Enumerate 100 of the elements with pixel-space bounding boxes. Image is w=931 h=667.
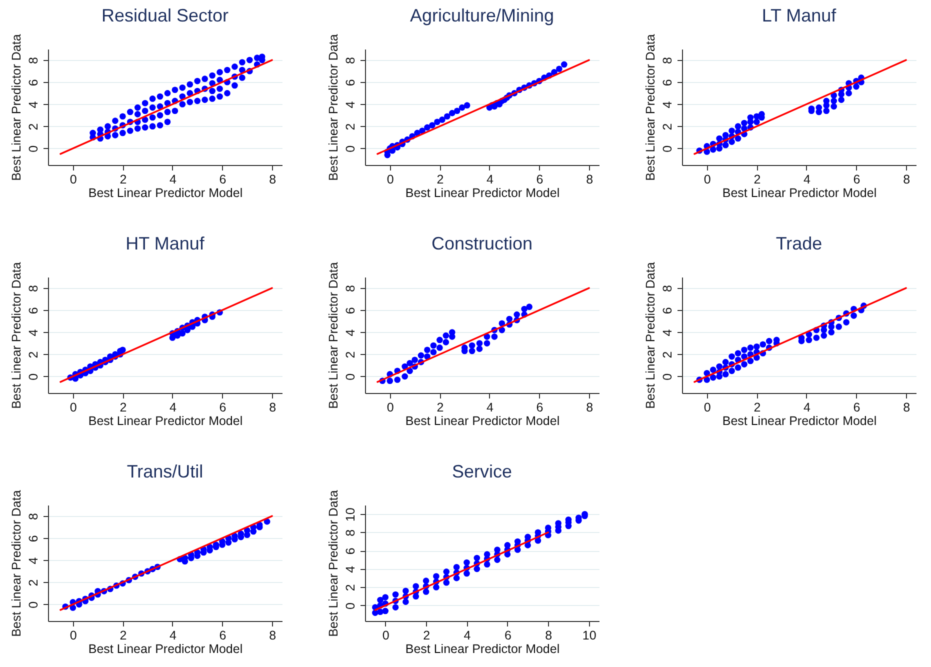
x-axis-title: Best Linear Predictor Model: [88, 414, 243, 428]
chart-title: Construction: [431, 234, 533, 254]
x-tick-label: 6: [536, 172, 544, 186]
point: [728, 353, 735, 360]
point: [556, 66, 562, 72]
y-tick-label: 0: [344, 145, 358, 152]
point: [754, 118, 760, 126]
point: [179, 330, 186, 336]
x-tick-label: 0: [386, 172, 394, 186]
point: [476, 340, 483, 346]
y-tick-label: 4: [26, 101, 40, 108]
x-tick-label: 6: [853, 400, 860, 414]
y-tick-label: 2: [26, 579, 40, 586]
point: [491, 334, 498, 340]
point: [823, 98, 830, 104]
point: [747, 358, 754, 364]
x-tick-label: 0: [386, 400, 394, 414]
y-tick-label: 6: [660, 307, 674, 314]
y-tick-label: 6: [26, 307, 40, 314]
point: [830, 98, 838, 104]
point: [741, 120, 748, 126]
x-tick-label: 6: [853, 172, 860, 186]
point: [436, 344, 443, 351]
y-tick-label: 0: [660, 373, 674, 380]
point: [734, 123, 742, 130]
y-tick-label: 8: [344, 285, 358, 292]
point: [722, 358, 729, 366]
point: [514, 311, 520, 318]
point: [484, 340, 490, 346]
y-tick-label: 0: [26, 145, 40, 152]
point: [741, 353, 748, 360]
x-tick-label: 2: [754, 400, 761, 414]
point: [722, 142, 729, 148]
point: [444, 113, 450, 120]
y-axis-title: Best Linear Predictor Data: [326, 490, 340, 637]
y-tick-label: 4: [344, 101, 358, 108]
y-tick-label: 0: [26, 601, 40, 608]
y-tick-label: 6: [26, 79, 40, 86]
x-tick-label: 2: [436, 172, 444, 186]
point: [741, 346, 748, 354]
x-tick-label: 8: [903, 400, 910, 414]
x-tick-label: 8: [586, 172, 594, 186]
x-tick-label: 0: [382, 628, 390, 642]
point: [766, 338, 772, 344]
point: [728, 368, 735, 374]
x-tick-label: 6: [536, 400, 544, 414]
point: [424, 346, 430, 354]
x-tick-label: 4: [486, 400, 494, 414]
x-tick-label: 6: [219, 172, 226, 186]
x-tick-label: 2: [423, 628, 430, 642]
point: [747, 114, 754, 121]
point: [418, 352, 424, 359]
point: [813, 334, 820, 341]
x-tick-label: 2: [436, 400, 444, 414]
y-tick-label: 6: [344, 79, 358, 86]
y-axis-title: Best Linear Predictor Data: [326, 34, 340, 181]
point: [448, 329, 456, 336]
y-tick-label: 2: [344, 584, 358, 592]
point: [830, 103, 838, 110]
x-tick-label: 4: [464, 628, 471, 642]
point: [430, 342, 437, 349]
point: [760, 341, 766, 348]
point: [468, 342, 476, 349]
x-tick-label: 4: [486, 172, 494, 186]
x-tick-label: 4: [803, 172, 810, 186]
point: [722, 371, 729, 378]
point: [476, 346, 483, 352]
x-tick-label: 6: [219, 628, 226, 642]
point: [747, 344, 754, 351]
point: [464, 102, 470, 108]
point: [838, 96, 844, 103]
point: [728, 138, 735, 145]
x-tick-label: 8: [269, 172, 276, 186]
x-tick-label: 10: [582, 628, 596, 642]
y-tick-label: 8: [26, 513, 40, 520]
y-tick-label: 4: [344, 329, 358, 336]
y-axis-title: Best Linear Predictor Data: [10, 490, 24, 637]
x-tick-label: 8: [269, 628, 276, 642]
x-tick-label: 0: [70, 172, 77, 186]
y-tick-label: 8: [660, 285, 674, 292]
x-tick-label: 2: [120, 172, 127, 186]
chart-title: Service: [452, 462, 512, 482]
x-axis-title: Best Linear Predictor Model: [88, 642, 243, 656]
point: [394, 376, 401, 383]
y-axis-title: Best Linear Predictor Data: [10, 34, 24, 181]
y-tick-label: 8: [660, 57, 674, 64]
x-tick-label: 0: [70, 400, 77, 414]
x-tick-label: 8: [903, 172, 910, 186]
y-tick-label: 0: [344, 602, 358, 610]
x-tick-label: 6: [504, 628, 512, 642]
point: [448, 110, 456, 116]
point: [710, 366, 716, 373]
chart-title: Trans/Util: [126, 462, 204, 482]
point: [442, 332, 450, 339]
point: [716, 363, 722, 370]
y-tick-label: 2: [26, 351, 40, 358]
point: [560, 61, 568, 68]
x-tick-label: 4: [803, 400, 810, 414]
x-axis-title: Best Linear Predictor Model: [405, 642, 560, 656]
point: [741, 361, 748, 368]
